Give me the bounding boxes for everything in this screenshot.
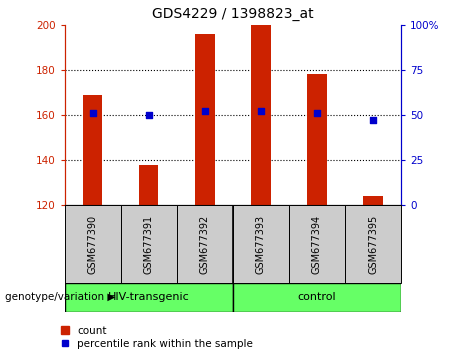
- Text: GSM677394: GSM677394: [312, 215, 322, 274]
- Bar: [233, 205, 289, 283]
- Text: HIV-transgenic: HIV-transgenic: [108, 292, 189, 302]
- Point: [313, 110, 321, 116]
- Bar: [251, 25, 271, 205]
- Point: [145, 112, 152, 118]
- Legend: count, percentile rank within the sample: count, percentile rank within the sample: [60, 326, 253, 349]
- Bar: [307, 74, 327, 205]
- Text: GSM677391: GSM677391: [144, 215, 154, 274]
- Bar: [233, 283, 401, 312]
- Title: GDS4229 / 1398823_at: GDS4229 / 1398823_at: [152, 7, 313, 21]
- Bar: [65, 205, 121, 283]
- Bar: [289, 205, 345, 283]
- Point: [369, 118, 377, 123]
- Text: GSM677393: GSM677393: [256, 215, 266, 274]
- Bar: [195, 34, 214, 205]
- Text: GSM677395: GSM677395: [368, 215, 378, 274]
- Bar: [139, 165, 159, 205]
- Text: genotype/variation ▶: genotype/variation ▶: [5, 292, 115, 302]
- Bar: [363, 196, 383, 205]
- Bar: [121, 205, 177, 283]
- Point: [89, 110, 96, 116]
- Text: control: control: [298, 292, 336, 302]
- Bar: [345, 205, 401, 283]
- Bar: [177, 205, 233, 283]
- Bar: [65, 283, 233, 312]
- Point: [201, 109, 208, 114]
- Point: [257, 109, 265, 114]
- Bar: [83, 95, 102, 205]
- Text: GSM677390: GSM677390: [88, 215, 98, 274]
- Text: GSM677392: GSM677392: [200, 215, 210, 274]
